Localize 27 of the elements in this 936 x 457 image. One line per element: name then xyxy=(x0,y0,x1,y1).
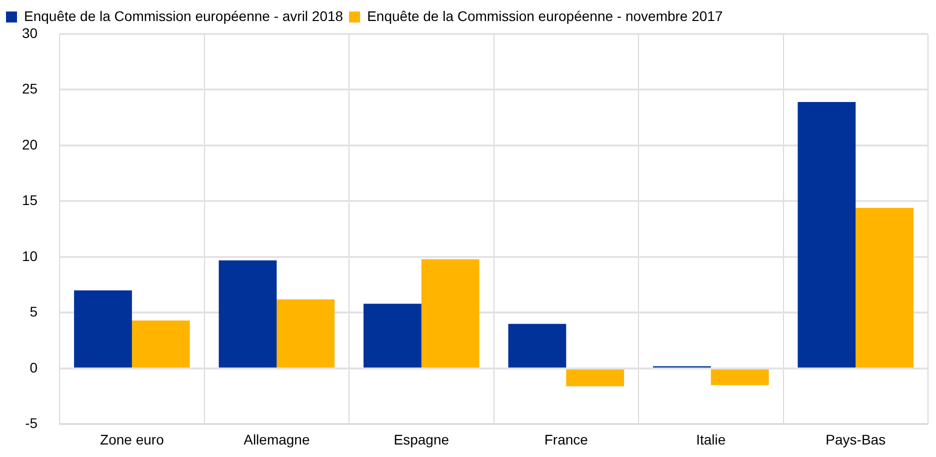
bar xyxy=(218,260,277,368)
y-tick-label: 10 xyxy=(22,248,38,264)
x-tick-label: France xyxy=(544,431,588,448)
y-tick-label: 30 xyxy=(22,24,38,41)
legend-label: Enquête de la Commission européenne - avril 2018 xyxy=(24,8,344,24)
bar xyxy=(74,290,132,368)
bar xyxy=(856,208,914,368)
bar xyxy=(798,102,856,368)
bar xyxy=(276,299,335,368)
x-tick-label: Italie xyxy=(696,431,726,448)
bar xyxy=(710,369,769,386)
bar xyxy=(566,369,624,386)
x-tick-label: Allemagne xyxy=(244,431,310,448)
bar xyxy=(508,324,566,368)
y-tick-label: 0 xyxy=(30,359,38,376)
x-tick-label: Zone euro xyxy=(100,431,164,448)
x-tick-label: Pays-Bas xyxy=(826,431,886,448)
y-tick-label: 25 xyxy=(22,80,38,97)
x-tick-label: Espagne xyxy=(394,431,450,448)
y-tick-label: 15 xyxy=(22,192,38,208)
bar xyxy=(132,320,190,368)
bar xyxy=(364,304,422,368)
y-tick-label: -5 xyxy=(25,415,38,432)
y-tick-label: 5 xyxy=(30,304,38,320)
bar xyxy=(421,259,480,368)
y-tick-label: 20 xyxy=(22,136,38,152)
legend-label: Enquête de la Commission européenne - novembre 2017 xyxy=(367,8,723,24)
